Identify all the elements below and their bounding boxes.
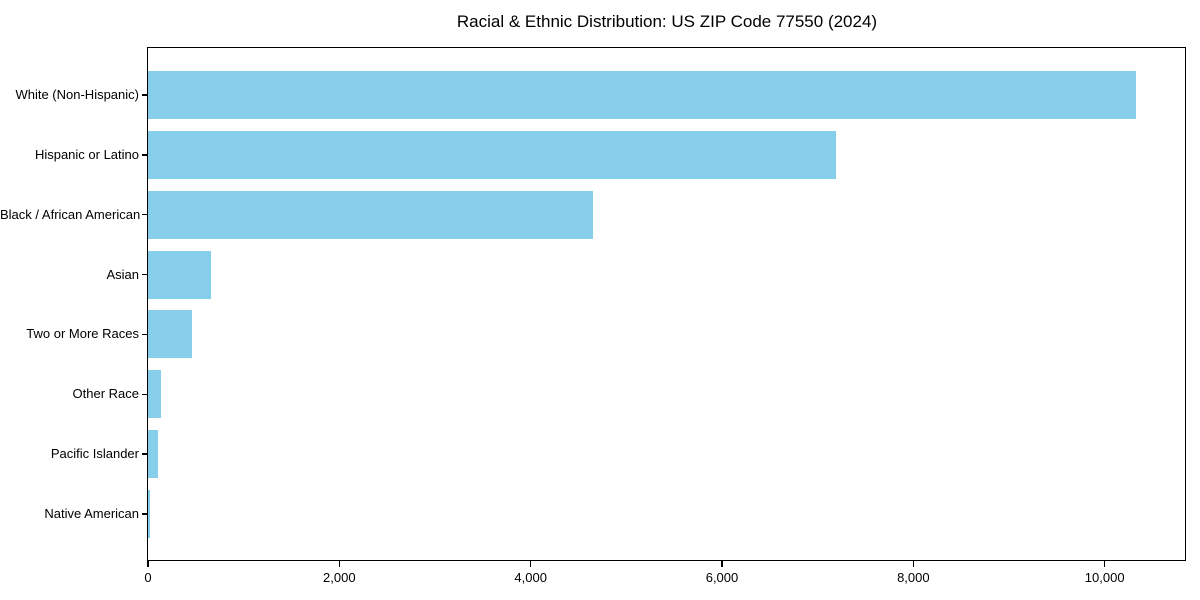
bar-pacific-islander [148, 430, 158, 479]
x-axis-tick [529, 561, 532, 567]
y-tick-label: Pacific Islander [50, 446, 139, 462]
bar-asian [148, 250, 212, 299]
x-tick-label: 4,000 [514, 570, 547, 585]
y-tick-label: Asian [106, 266, 139, 282]
bar-black-african-american [148, 190, 593, 239]
x-tick-label: 10,000 [1084, 570, 1125, 585]
y-tick-label: Native American [44, 506, 139, 521]
y-axis-tick [142, 513, 148, 515]
y-axis-tick [142, 94, 148, 96]
y-axis-tick [142, 273, 148, 276]
y-axis-tick [142, 393, 148, 396]
y-tick-label: Two or More Races [26, 326, 139, 342]
y-axis-tick [142, 154, 148, 156]
bar-native-american [148, 490, 150, 538]
x-axis-tick [912, 561, 915, 567]
y-tick-label: Hispanic or Latino [34, 146, 139, 162]
x-tick-label: 0 [144, 570, 152, 585]
y-tick-label: Other Race [72, 386, 139, 402]
x-tick-label: 6,000 [705, 570, 739, 585]
y-tick-label: White (Non-Hispanic) [15, 87, 139, 102]
chart-title: Racial & Ethnic Distribution: US ZIP Cod… [456, 12, 878, 31]
x-axis-tick [338, 561, 341, 567]
y-axis-tick [142, 453, 148, 455]
x-axis-tick [721, 561, 723, 567]
bar-hispanic-or-latino [148, 130, 836, 179]
x-tick-label: 8,000 [897, 570, 930, 585]
bar-white-non-hispanic [148, 71, 1137, 119]
plot-area-frame [147, 47, 1186, 561]
x-tick-label: 2,000 [323, 570, 356, 585]
x-axis-tick [147, 561, 149, 567]
bar-other-race [148, 370, 161, 419]
y-axis-tick [142, 333, 148, 336]
y-axis-tick [142, 213, 148, 216]
x-axis-tick [1103, 561, 1106, 567]
bar-two-or-more-races [148, 310, 192, 359]
y-tick-label: Black / African American [0, 206, 141, 222]
